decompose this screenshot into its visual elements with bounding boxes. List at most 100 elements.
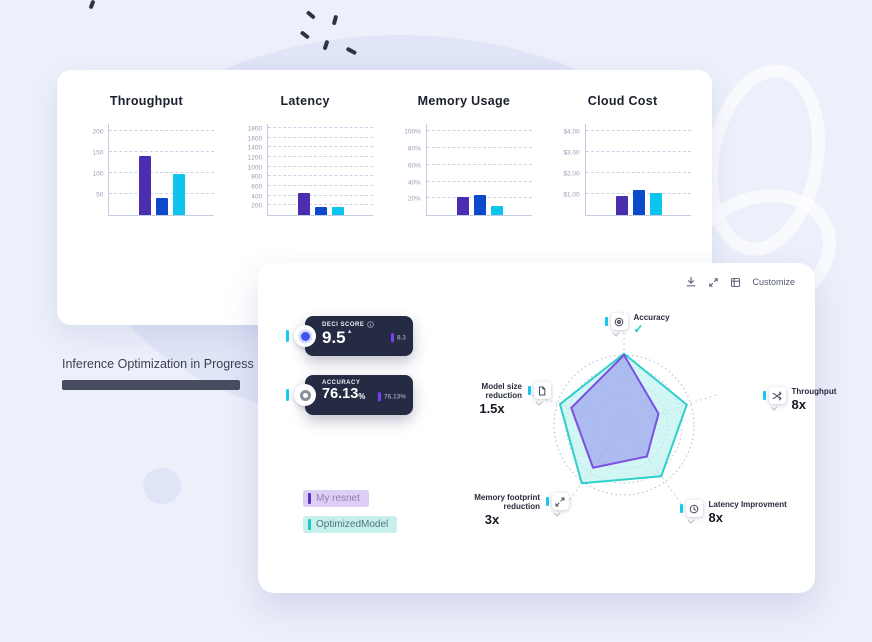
radar-ring	[553, 354, 695, 496]
y-tick-label: 80%	[407, 145, 421, 153]
chevron-down-icon[interactable]	[770, 406, 778, 411]
chevron-down-icon[interactable]	[687, 519, 695, 524]
radar-metric-throughput: Throughput 8x	[763, 387, 836, 412]
y-tick-label: 60%	[407, 162, 421, 170]
gridline	[268, 146, 374, 148]
gridline	[268, 184, 374, 186]
bar	[332, 207, 345, 215]
gridline	[426, 180, 532, 182]
gridline	[109, 130, 215, 132]
legend-item-optimized-model[interactable]: OptimizedModel	[303, 516, 398, 533]
progress-block: Inference Optimization in Progress	[62, 357, 254, 390]
bar	[298, 193, 311, 215]
bar	[156, 198, 169, 215]
chevron-down-icon[interactable]	[612, 332, 620, 337]
deci-score-label: DECI SCORE	[322, 321, 365, 328]
confetti-dash	[331, 14, 338, 26]
y-tick-label: 1400	[247, 144, 263, 152]
radar-ring	[565, 366, 683, 484]
radar-metric-memory: Memory footprint reduction 3x	[444, 493, 569, 527]
bar	[315, 207, 328, 215]
y-tick-label: 800	[251, 173, 263, 181]
chart-title: Cloud Cost	[587, 94, 658, 108]
purple-bar-icon	[378, 392, 381, 402]
customize-button[interactable]: Customize	[752, 277, 795, 287]
radar-chart	[529, 326, 719, 506]
y-tick-label: 200	[92, 128, 104, 136]
expand-arrows-icon[interactable]	[551, 493, 569, 510]
model-legend: My resnet OptimizedModel	[303, 490, 398, 533]
document-icon[interactable]	[533, 382, 551, 399]
bar	[139, 156, 152, 215]
grid-icon[interactable]	[730, 277, 741, 288]
gridline	[268, 194, 374, 196]
radar-ring	[594, 395, 654, 455]
gridline	[268, 165, 374, 167]
confetti-dash	[306, 10, 316, 20]
gridline	[268, 136, 374, 138]
gridline	[109, 151, 215, 153]
bar	[173, 174, 186, 215]
radar-series-my-resnet	[570, 354, 660, 469]
mini-chart-cloud-cost: Cloud Cost $1.00 $2.00 $3.00 $4.00	[543, 94, 702, 216]
bar	[456, 197, 469, 215]
target-icon[interactable]	[610, 313, 628, 330]
cyan-tick-icon	[605, 317, 608, 326]
plot-area	[584, 124, 691, 216]
y-tick-label: $4.00	[563, 128, 580, 136]
y-tick-label: 400	[251, 193, 263, 201]
gridline	[268, 126, 374, 128]
score-circle-icon	[294, 325, 316, 347]
radar-ring	[608, 409, 640, 441]
y-tick-label: 1800	[247, 125, 263, 133]
legend-color-bar	[308, 519, 311, 530]
clock-icon[interactable]	[685, 500, 703, 517]
chevron-down-icon[interactable]	[553, 512, 561, 517]
y-tick-label: 1600	[247, 135, 263, 143]
gridline	[268, 204, 374, 206]
radar-metric-accuracy: Accuracy ✓	[605, 313, 670, 337]
deci-score-baseline: 8.3	[391, 333, 406, 343]
y-axis: 200 400 600 800 1000 1200 1400 1600 1800	[237, 124, 267, 216]
accuracy-score-card: ACCURACY 76.13 % 76.13%	[286, 375, 413, 415]
progress-label: Inference Optimization in Progress	[62, 357, 254, 371]
radar-card: Customize DECI SCORE 9.5 ▲	[258, 263, 836, 593]
shuffle-icon[interactable]	[768, 387, 786, 404]
radar-ring	[579, 380, 669, 470]
radar-series-optimizedmodel	[558, 352, 688, 485]
y-tick-label: 20%	[407, 195, 421, 203]
gridline	[109, 193, 215, 195]
gridline	[268, 175, 374, 177]
plot-area	[108, 124, 215, 216]
gridline	[109, 172, 215, 174]
accuracy-circle-icon	[294, 384, 316, 406]
background-dot	[143, 468, 181, 504]
mini-chart-memory-usage: Memory Usage 20% 40% 60% 80% 100%	[385, 94, 544, 216]
y-axis: 20% 40% 60% 80% 100%	[396, 124, 426, 216]
cyan-tick-icon	[763, 391, 766, 400]
download-icon[interactable]	[685, 276, 697, 288]
purple-bar-icon	[391, 333, 394, 343]
info-icon[interactable]	[367, 321, 375, 328]
y-tick-label: 40%	[407, 179, 421, 187]
radar-spoke	[623, 393, 719, 426]
y-tick-label: 1200	[247, 154, 263, 162]
y-tick-label: 200	[251, 202, 263, 210]
y-tick-label: 600	[251, 183, 263, 191]
chevron-down-icon[interactable]	[535, 401, 543, 406]
deci-score-value: 9.5	[322, 328, 346, 347]
bar	[632, 189, 645, 215]
mini-chart-latency: Latency 200 400 600 800 1000 1200 1400 1600 1800	[226, 94, 385, 216]
cyan-tick-icon	[286, 330, 289, 342]
radar-metric-model-size: Model size reduction 1.5x	[462, 382, 551, 416]
y-tick-label: $2.00	[563, 170, 580, 178]
expand-icon[interactable]	[708, 277, 719, 288]
plot-area	[425, 124, 532, 216]
y-axis: $1.00 $2.00 $3.00 $4.00	[555, 124, 585, 216]
chart-title: Throughput	[109, 94, 183, 108]
y-tick-label: 150	[92, 149, 104, 157]
gridline	[585, 172, 691, 174]
progress-bar	[62, 380, 240, 390]
legend-item-my-resnet[interactable]: My resnet	[303, 490, 369, 507]
